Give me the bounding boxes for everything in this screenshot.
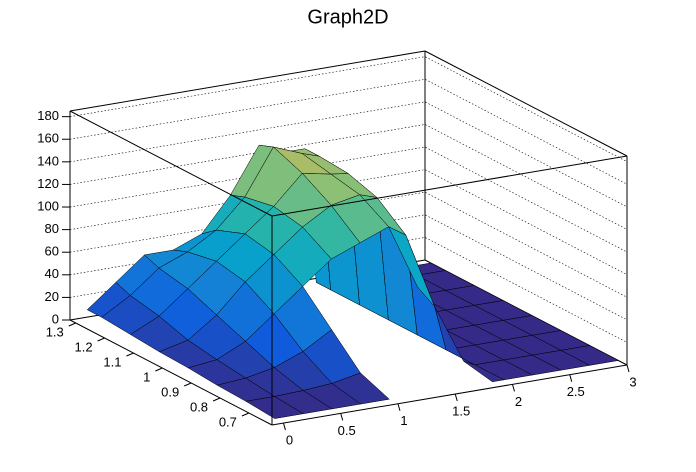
- y-tick: [241, 412, 250, 417]
- y-tick: [97, 337, 105, 342]
- x-tick-label: 1.5: [452, 403, 470, 418]
- box-edge: [69, 50, 426, 112]
- box-edge: [271, 155, 628, 217]
- y-tick: [126, 352, 134, 357]
- grid-line: [69, 146, 628, 253]
- z-tick-label: 100: [37, 198, 59, 213]
- surface-cell: [463, 360, 505, 383]
- grid-line: [69, 169, 628, 275]
- z-tick-label: 120: [37, 176, 59, 191]
- y-tick: [68, 322, 76, 327]
- x-tick-label: 2: [515, 394, 522, 409]
- z-tick-label: 140: [37, 153, 59, 168]
- y-tick-label: 0.8: [190, 399, 208, 414]
- y-tick-label: 1.3: [46, 324, 64, 339]
- x-tick: [397, 403, 401, 411]
- x-tick-label: 0: [286, 433, 293, 448]
- box-edge: [424, 50, 628, 157]
- surface-cell: [388, 226, 435, 307]
- grid-line: [69, 78, 628, 185]
- x-tick: [454, 393, 458, 402]
- y-tick-label: 1.2: [75, 339, 93, 354]
- x-tick-label: 0.5: [338, 423, 356, 438]
- z-tick-label: 180: [37, 108, 59, 123]
- z-tick-label: 60: [45, 244, 59, 259]
- z-tick-label: 40: [45, 266, 59, 281]
- box-edge: [69, 110, 273, 217]
- y-tick-label: 1: [143, 369, 150, 384]
- x-tick-label: 2.5: [567, 384, 585, 399]
- grid-line: [69, 56, 628, 162]
- x-tick: [626, 364, 630, 373]
- y-tick: [212, 397, 221, 402]
- x-tick-label: 3: [629, 374, 636, 389]
- z-tick-label: 20: [45, 289, 59, 304]
- x-tick-label: 1: [400, 413, 407, 428]
- z-tick-label: 160: [37, 131, 59, 146]
- y-tick: [155, 367, 163, 372]
- y-tick-label: 0.7: [219, 414, 237, 429]
- grid-line: [69, 101, 628, 208]
- chart-title: Graph2D: [307, 6, 388, 28]
- x-tick: [512, 384, 515, 392]
- grid-line: [69, 124, 628, 230]
- box-edge: [271, 364, 628, 426]
- y-tick-label: 1.1: [103, 354, 121, 369]
- z-tick-label: 0: [52, 311, 59, 326]
- x-tick: [340, 413, 344, 421]
- surface-cell: [245, 396, 305, 419]
- x-tick: [569, 374, 573, 382]
- y-tick: [184, 382, 192, 387]
- z-tick-label: 80: [45, 221, 59, 236]
- y-tick-label: 0.9: [161, 384, 179, 399]
- box-edge: [69, 319, 273, 426]
- grid-line: [69, 191, 628, 298]
- x-tick: [282, 422, 286, 431]
